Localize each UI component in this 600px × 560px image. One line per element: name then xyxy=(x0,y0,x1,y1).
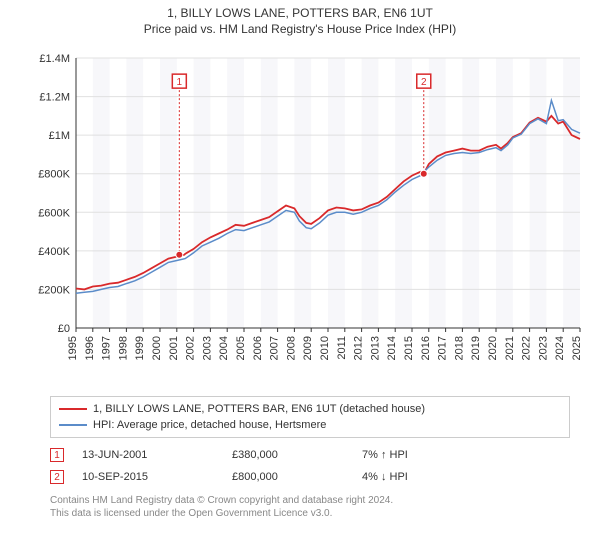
svg-text:2012: 2012 xyxy=(353,336,365,360)
table-row: 2 10-SEP-2015 £800,000 4% ↓ HPI xyxy=(50,466,570,488)
transaction-diff: 7% ↑ HPI xyxy=(362,449,482,461)
svg-text:2000: 2000 xyxy=(151,336,163,360)
svg-text:£200K: £200K xyxy=(38,284,70,296)
footnote-line: This data is licensed under the Open Gov… xyxy=(50,507,570,520)
svg-text:2025: 2025 xyxy=(571,336,583,360)
transaction-price: £380,000 xyxy=(232,449,362,461)
svg-text:2001: 2001 xyxy=(168,336,180,360)
transaction-price: £800,000 xyxy=(232,471,362,483)
svg-text:£1.4M: £1.4M xyxy=(39,53,70,65)
svg-text:£400K: £400K xyxy=(38,246,70,258)
chart-plot-area: £0 £200K £400K £600K £800K £1M £1.2M £1.4M 1995 1… xyxy=(30,48,590,388)
transaction-date: 13-JUN-2001 xyxy=(82,449,232,461)
svg-text:1: 1 xyxy=(177,77,183,88)
svg-text:2009: 2009 xyxy=(302,336,314,360)
svg-text:£800K: £800K xyxy=(38,169,70,181)
legend-swatch xyxy=(59,408,87,410)
chart-title: 1, BILLY LOWS LANE, POTTERS BAR, EN6 1UT xyxy=(0,6,600,20)
svg-text:2014: 2014 xyxy=(386,336,398,360)
chart-svg: £0 £200K £400K £600K £800K £1M £1.2M £1.4M 1995 1… xyxy=(30,48,590,388)
transaction-marker: 2 xyxy=(50,470,64,484)
table-row: 1 13-JUN-2001 £380,000 7% ↑ HPI xyxy=(50,444,570,466)
footnote-line: Contains HM Land Registry data © Crown c… xyxy=(50,494,570,507)
chart-subtitle: Price paid vs. HM Land Registry's House … xyxy=(0,22,600,36)
svg-text:2013: 2013 xyxy=(369,336,381,360)
legend-item: HPI: Average price, detached house, Hert… xyxy=(59,417,561,433)
svg-text:2003: 2003 xyxy=(201,336,213,360)
legend: 1, BILLY LOWS LANE, POTTERS BAR, EN6 1UT… xyxy=(50,396,570,438)
svg-text:2: 2 xyxy=(421,77,427,88)
svg-text:£1M: £1M xyxy=(49,130,70,142)
svg-text:2011: 2011 xyxy=(336,336,348,360)
svg-text:2008: 2008 xyxy=(285,336,297,360)
svg-text:1998: 1998 xyxy=(117,336,129,360)
svg-text:2018: 2018 xyxy=(453,336,465,360)
transaction-marker: 1 xyxy=(50,448,64,462)
svg-text:2021: 2021 xyxy=(504,336,516,360)
svg-text:£1.2M: £1.2M xyxy=(39,92,70,104)
svg-text:2016: 2016 xyxy=(420,336,432,360)
svg-text:1999: 1999 xyxy=(134,336,146,360)
svg-text:2017: 2017 xyxy=(437,336,449,360)
svg-text:£0: £0 xyxy=(58,323,70,335)
svg-text:2022: 2022 xyxy=(521,336,533,360)
legend-item: 1, BILLY LOWS LANE, POTTERS BAR, EN6 1UT… xyxy=(59,401,561,417)
transaction-date: 10-SEP-2015 xyxy=(82,471,232,483)
svg-text:1996: 1996 xyxy=(84,336,96,360)
title-block: 1, BILLY LOWS LANE, POTTERS BAR, EN6 1UT… xyxy=(0,0,600,38)
svg-text:1997: 1997 xyxy=(101,336,113,360)
svg-text:1995: 1995 xyxy=(67,336,79,360)
transactions-table: 1 13-JUN-2001 £380,000 7% ↑ HPI 2 10-SEP… xyxy=(50,444,570,488)
footnote: Contains HM Land Registry data © Crown c… xyxy=(50,494,570,520)
svg-text:2024: 2024 xyxy=(554,336,566,360)
svg-text:2007: 2007 xyxy=(269,336,281,360)
chart-container: 1, BILLY LOWS LANE, POTTERS BAR, EN6 1UT… xyxy=(0,0,600,560)
svg-text:2010: 2010 xyxy=(319,336,331,360)
svg-text:£600K: £600K xyxy=(38,207,70,219)
svg-text:2015: 2015 xyxy=(403,336,415,360)
svg-text:2023: 2023 xyxy=(537,336,549,360)
svg-text:2020: 2020 xyxy=(487,336,499,360)
svg-text:2005: 2005 xyxy=(235,336,247,360)
svg-text:2004: 2004 xyxy=(218,336,230,360)
transaction-diff: 4% ↓ HPI xyxy=(362,471,482,483)
svg-text:2002: 2002 xyxy=(185,336,197,360)
legend-label: HPI: Average price, detached house, Hert… xyxy=(93,419,326,431)
svg-text:2006: 2006 xyxy=(252,336,264,360)
legend-label: 1, BILLY LOWS LANE, POTTERS BAR, EN6 1UT… xyxy=(93,403,425,415)
legend-swatch xyxy=(59,424,87,426)
svg-text:2019: 2019 xyxy=(470,336,482,360)
